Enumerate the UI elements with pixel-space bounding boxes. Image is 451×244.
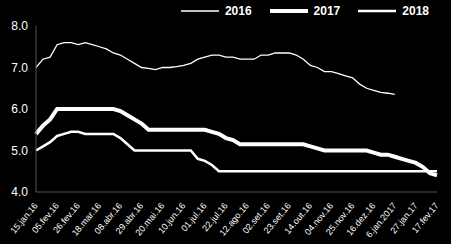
svg-text:4.0: 4.0 [11, 185, 28, 199]
svg-text:18.mar.16: 18.mar.16 [69, 200, 104, 238]
svg-text:02.set.16: 02.set.16 [240, 200, 272, 236]
svg-text:15.jan.16: 15.jan.16 [8, 200, 40, 236]
svg-text:27.jan.17: 27.jan.17 [388, 200, 420, 236]
svg-text:5.0: 5.0 [11, 144, 28, 158]
svg-text:04.nov.16: 04.nov.16 [302, 200, 336, 237]
svg-text:17.fev.17: 17.fev.17 [410, 201, 441, 235]
svg-text:7.0: 7.0 [11, 61, 28, 75]
svg-text:16.dez.16: 16.dez.16 [344, 200, 378, 238]
svg-text:20.mai.16: 20.mai.16 [133, 200, 167, 238]
svg-text:01.jul.16: 01.jul.16 [179, 200, 209, 234]
svg-text:10.jun.16: 10.jun.16 [156, 200, 188, 236]
svg-text:29.abr.16: 29.abr.16 [113, 200, 146, 236]
svg-text:6.jan.2017: 6.jan.2017 [363, 200, 399, 240]
svg-text:8.0: 8.0 [11, 19, 28, 33]
html-text:2018: 2018 [402, 4, 429, 18]
html-text:2016: 2016 [224, 4, 252, 18]
html-text:2017: 2017 [313, 4, 341, 18]
svg-text:25.nov.16: 25.nov.16 [323, 200, 357, 237]
svg-text:12.ago.16: 12.ago.16 [217, 200, 251, 238]
svg-text:05.fev.16: 05.fev.16 [29, 200, 61, 236]
svg-text:23.set.16: 23.set.16 [261, 200, 294, 236]
svg-text:26.fev.16: 26.fev.16 [51, 200, 82, 236]
svg-text:22.jul.16: 22.jul.16 [200, 200, 230, 234]
svg-text:6.0: 6.0 [11, 102, 28, 116]
svg-text:08.abr.16: 08.abr.16 [92, 200, 125, 236]
svg-text:14.out.16: 14.out.16 [282, 200, 315, 236]
